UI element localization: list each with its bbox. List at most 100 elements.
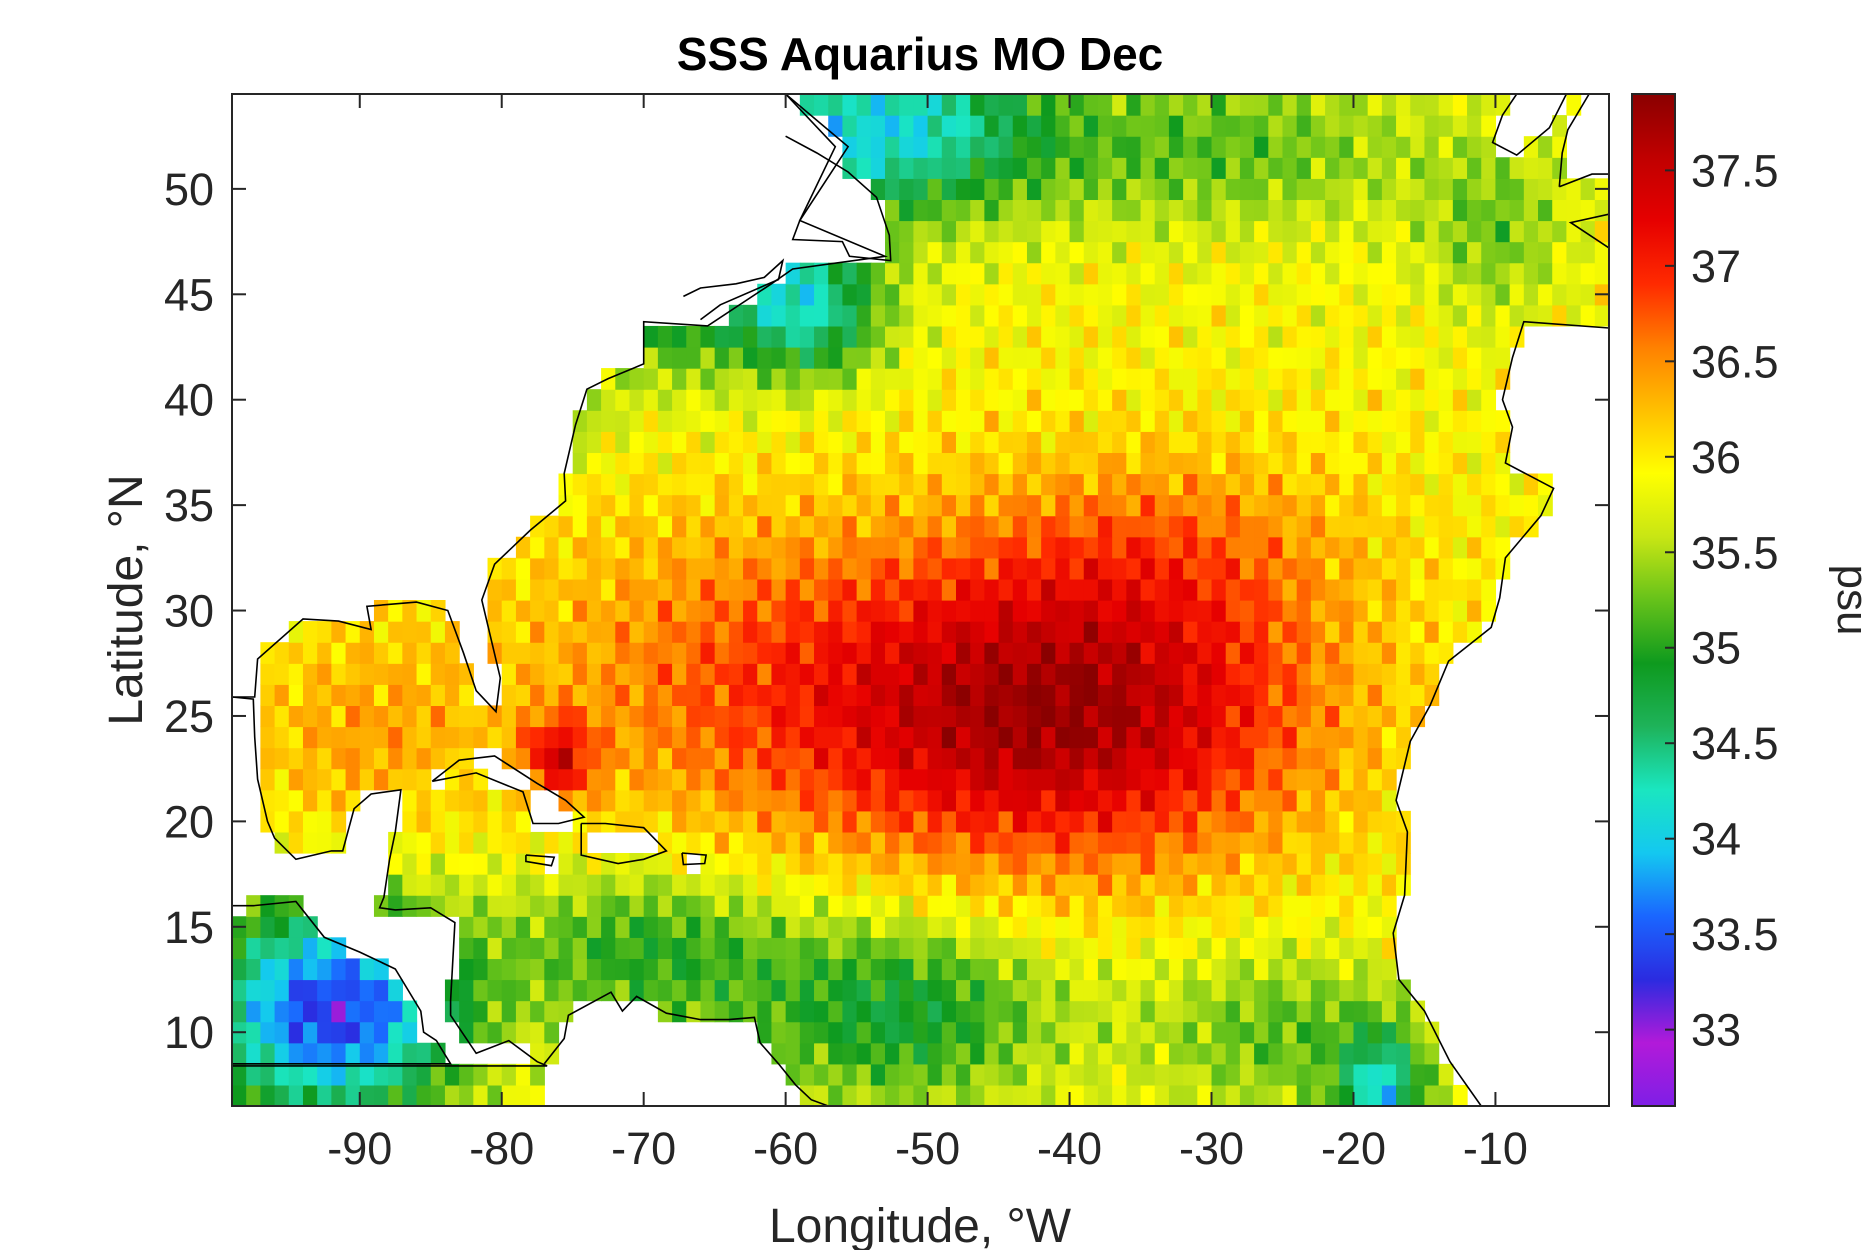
heatmap-cell — [430, 874, 446, 896]
heatmap-cell — [317, 789, 332, 812]
heatmap-cell — [473, 937, 489, 960]
heatmap-cell — [1424, 663, 1440, 685]
heatmap-cell — [1268, 452, 1284, 475]
heatmap-cell — [799, 515, 815, 538]
heatmap-cell — [814, 621, 829, 643]
heatmap-cell — [1367, 94, 1383, 116]
heatmap-cell — [1580, 262, 1596, 285]
heatmap-cell — [1424, 304, 1440, 327]
heatmap-cell — [870, 642, 886, 664]
heatmap-cell — [955, 1084, 971, 1106]
heatmap-cell — [785, 958, 801, 981]
heatmap-cell — [1197, 916, 1213, 938]
heatmap-cell — [1438, 1084, 1454, 1106]
heatmap-cell — [799, 94, 815, 116]
heatmap-cell — [686, 895, 702, 917]
heatmap-cell — [1197, 431, 1213, 454]
heatmap-cell — [1254, 115, 1269, 137]
heatmap-cell — [1296, 747, 1312, 770]
heatmap-cell — [1097, 494, 1113, 517]
heatmap-cell — [1523, 494, 1539, 517]
heatmap-cell — [885, 431, 900, 454]
heatmap-cell — [1381, 473, 1397, 496]
heatmap-cell — [388, 684, 403, 707]
heatmap-cell — [1069, 199, 1085, 222]
heatmap-cell — [1339, 684, 1355, 707]
heatmap-cell — [657, 410, 673, 432]
heatmap-cell — [785, 705, 801, 728]
heatmap-cell — [842, 663, 858, 685]
heatmap-cell — [828, 557, 844, 580]
heatmap-cell — [1140, 94, 1156, 116]
heatmap-cell — [1055, 473, 1071, 496]
heatmap-cell — [615, 768, 631, 791]
heatmap-cell — [1083, 368, 1099, 390]
heatmap-cell — [1012, 578, 1028, 601]
heatmap-cell — [686, 557, 702, 580]
heatmap-cell — [856, 600, 872, 622]
heatmap-cell — [1112, 536, 1127, 559]
heatmap-cell — [927, 621, 943, 643]
heatmap-cell — [1438, 452, 1454, 475]
heatmap-cell — [459, 853, 474, 875]
heatmap-cell — [473, 831, 489, 854]
heatmap-cell — [941, 705, 957, 728]
heatmap-cell — [1495, 557, 1511, 580]
heatmap-cell — [629, 705, 645, 728]
heatmap-cell — [1126, 1000, 1142, 1023]
heatmap-cell — [1239, 958, 1255, 981]
heatmap-cell — [487, 874, 503, 896]
heatmap-cell — [1225, 199, 1241, 222]
heatmap-cell — [1026, 831, 1042, 854]
heatmap-cell — [459, 768, 474, 791]
heatmap-cell — [1225, 115, 1241, 137]
heatmap-cell — [1083, 937, 1099, 960]
heatmap-cell — [984, 916, 1000, 938]
heatmap-cell — [1310, 325, 1326, 348]
heatmap-cell — [870, 325, 886, 348]
heatmap-cell — [657, 747, 673, 770]
heatmap-cell — [1424, 136, 1440, 158]
heatmap-cell — [1239, 136, 1255, 158]
heatmap-cell — [1197, 979, 1213, 1002]
heatmap-cell — [885, 115, 900, 137]
heatmap-cell — [1055, 874, 1071, 896]
heatmap-cell — [1396, 325, 1411, 348]
heatmap-cell — [1310, 157, 1326, 179]
heatmap-cell — [1424, 1063, 1440, 1086]
heatmap-cell — [302, 1084, 318, 1106]
heatmap-cell — [1126, 1042, 1142, 1065]
heatmap-cell — [1424, 452, 1440, 475]
heatmap-cell — [1452, 262, 1468, 285]
heatmap-cell — [885, 1042, 900, 1065]
heatmap-cell — [870, 747, 886, 770]
heatmap-cell — [1012, 494, 1028, 517]
heatmap-cell — [302, 810, 318, 833]
heatmap-cell — [1041, 768, 1056, 791]
heatmap-cell — [345, 663, 361, 685]
heatmap-cell — [1168, 262, 1184, 285]
heatmap-cell — [672, 789, 687, 812]
heatmap-cell — [785, 557, 801, 580]
heatmap-cell — [1168, 1021, 1184, 1044]
heatmap-cell — [799, 768, 815, 791]
heatmap-cell — [870, 979, 886, 1002]
heatmap-cell — [1012, 937, 1028, 960]
heatmap-cell — [1055, 115, 1071, 137]
heatmap-cell — [1055, 368, 1071, 390]
heatmap-cell — [1325, 747, 1340, 770]
heatmap-cell — [1481, 410, 1497, 432]
heatmap-cell — [814, 1042, 829, 1065]
heatmap-cell — [1452, 473, 1468, 496]
heatmap-cell — [459, 1000, 474, 1023]
heatmap-cell — [1410, 452, 1426, 475]
heatmap-cell — [743, 831, 758, 854]
heatmap-cell — [331, 663, 347, 685]
heatmap-cell — [1495, 178, 1511, 201]
heatmap-cell — [1239, 1084, 1255, 1106]
heatmap-cell — [345, 958, 361, 981]
heatmap-cell — [1069, 304, 1085, 327]
heatmap-cell — [1509, 262, 1525, 285]
heatmap-cell — [714, 747, 730, 770]
heatmap-cell — [1310, 220, 1326, 243]
